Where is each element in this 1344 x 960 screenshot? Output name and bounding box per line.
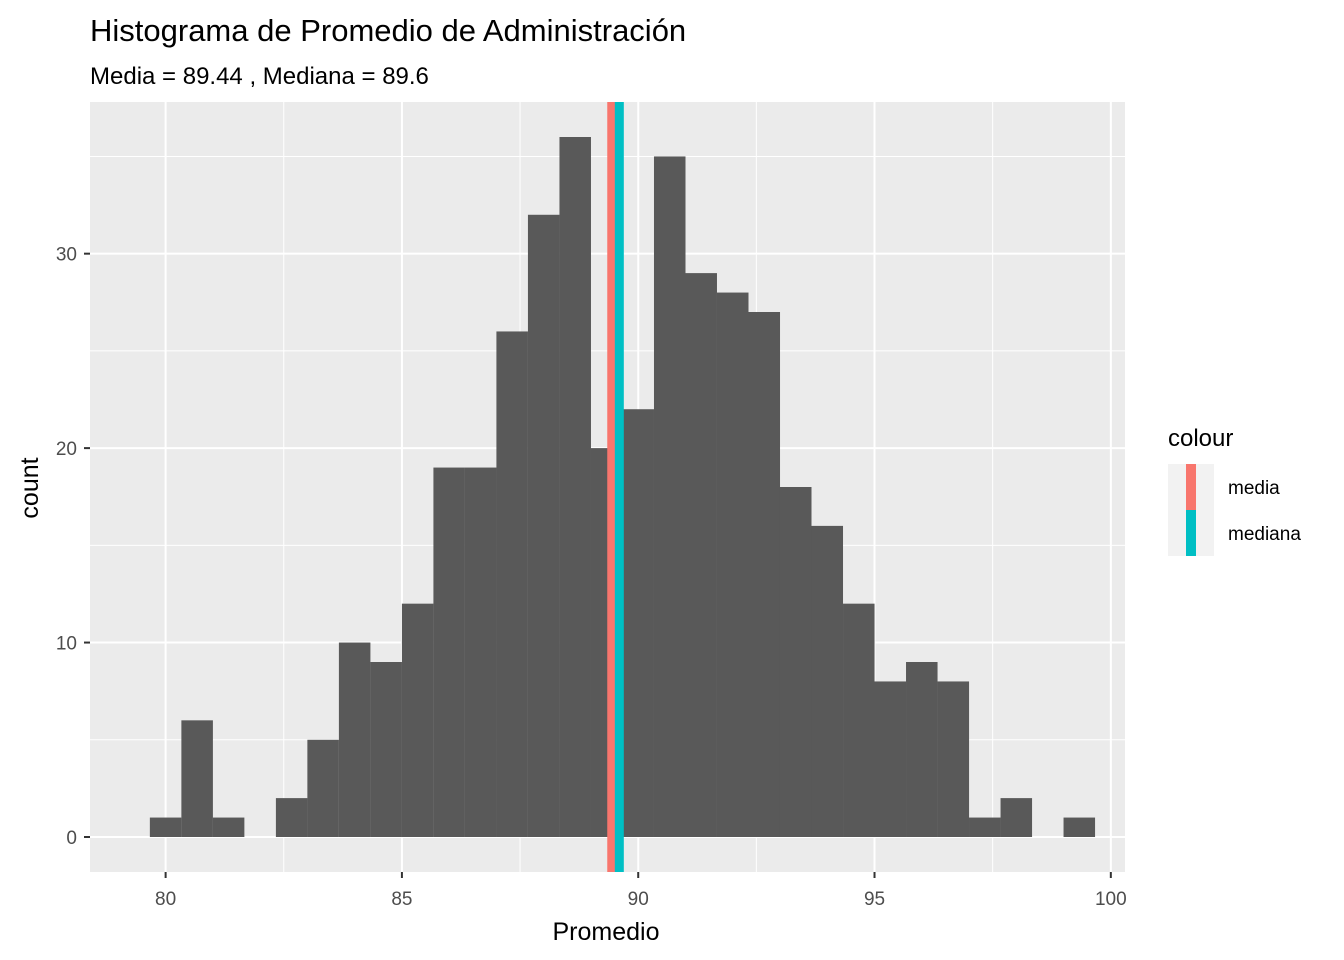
histogram-bar — [433, 467, 465, 837]
y-axis: 0 10 20 30 — [56, 245, 90, 849]
histogram-bar — [401, 603, 434, 837]
histogram-bar — [464, 467, 497, 837]
x-tick-label: 85 — [391, 889, 412, 910]
histogram-bar — [149, 817, 182, 837]
histogram-bar — [843, 603, 875, 837]
histogram-bar — [1063, 817, 1096, 837]
legend-title: colour — [1168, 425, 1233, 452]
histogram-bar — [181, 720, 213, 837]
legend: colour media mediana — [1168, 425, 1301, 556]
histogram-bar — [969, 817, 1001, 837]
histogram-bar — [1000, 798, 1033, 837]
histogram-bar — [685, 273, 717, 838]
histogram-bar — [212, 817, 245, 837]
histogram-bar — [496, 331, 528, 837]
chart-subtitle: Media = 89.44 , Mediana = 89.6 — [90, 63, 429, 90]
histogram-bar — [874, 681, 907, 837]
histogram-bar — [370, 662, 402, 837]
chart-title: Histograma de Promedio de Administración — [90, 13, 686, 48]
legend-items: media mediana — [1168, 464, 1301, 556]
legend-swatch-media — [1186, 464, 1196, 510]
histogram-bar — [779, 487, 812, 837]
histogram-bar — [275, 798, 308, 837]
reference-lines — [607, 102, 624, 872]
histogram-bar — [937, 681, 970, 837]
histogram-bar — [811, 525, 844, 837]
x-tick-label: 95 — [864, 889, 885, 910]
media-line — [607, 102, 617, 872]
y-tick-label: 10 — [56, 634, 77, 655]
histogram-bar — [716, 292, 749, 837]
histogram-bar — [622, 409, 654, 837]
y-tick-label: 0 — [66, 828, 77, 849]
histogram-bar — [748, 312, 781, 837]
y-tick-label: 20 — [56, 439, 77, 460]
x-tick-label: 100 — [1095, 889, 1127, 910]
x-tick-label: 80 — [155, 889, 176, 910]
x-axis-title: Promedio — [553, 918, 660, 946]
histogram-bar — [906, 662, 938, 837]
legend-label-mediana: mediana — [1228, 524, 1301, 545]
histogram-bar — [307, 739, 339, 837]
histogram-bar — [653, 156, 686, 837]
histogram-bars — [149, 137, 1096, 838]
histogram-bar — [559, 137, 591, 837]
mediana-line — [614, 102, 624, 872]
histogram-bar — [338, 642, 371, 837]
y-tick-label: 30 — [56, 245, 77, 266]
legend-swatch-mediana — [1186, 510, 1196, 556]
histogram-bar — [527, 214, 560, 837]
x-tick-label: 90 — [628, 889, 649, 910]
y-axis-title: count — [16, 457, 44, 518]
x-axis: 80 85 90 95 100 — [155, 872, 1127, 910]
legend-label-media: media — [1228, 478, 1280, 499]
